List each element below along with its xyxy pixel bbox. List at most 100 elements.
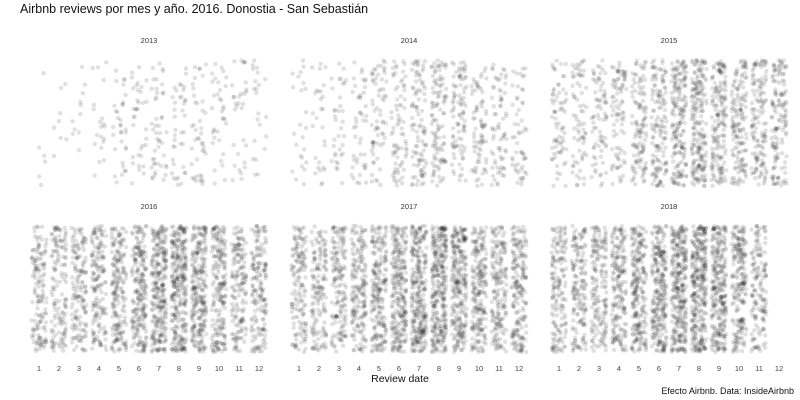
data-point <box>683 76 687 80</box>
data-point <box>178 142 182 146</box>
data-point <box>704 67 708 71</box>
data-point <box>490 96 494 100</box>
data-point <box>110 250 114 254</box>
data-point <box>210 231 214 235</box>
data-point <box>622 159 626 163</box>
data-point <box>121 83 125 87</box>
data-point <box>176 246 180 250</box>
data-point <box>413 92 417 96</box>
data-point <box>696 150 700 154</box>
data-point <box>377 89 381 93</box>
data-point <box>164 165 168 169</box>
data-point <box>159 164 163 168</box>
data-point <box>164 326 168 330</box>
data-point <box>444 160 448 164</box>
data-point <box>737 177 741 181</box>
data-point <box>740 167 744 171</box>
data-point <box>589 175 593 179</box>
data-point <box>144 267 148 271</box>
data-point <box>78 112 82 116</box>
data-point <box>639 79 643 83</box>
data-point <box>42 154 46 158</box>
data-point <box>219 159 223 163</box>
data-point <box>133 257 137 261</box>
data-point <box>720 133 724 137</box>
data-point <box>716 179 720 183</box>
data-point <box>135 98 139 102</box>
data-point <box>93 278 97 282</box>
data-point <box>201 252 205 256</box>
data-point <box>190 162 194 166</box>
data-point <box>557 83 561 87</box>
data-point <box>200 264 204 268</box>
data-point <box>170 319 174 323</box>
data-point <box>40 316 44 320</box>
data-point <box>132 319 136 323</box>
data-point <box>170 327 174 331</box>
data-point <box>237 168 241 172</box>
data-point <box>179 182 183 186</box>
data-point <box>332 144 336 148</box>
data-point <box>664 90 668 94</box>
data-point <box>644 60 648 64</box>
data-point <box>659 124 663 128</box>
data-point <box>572 95 576 99</box>
data-point <box>399 132 403 136</box>
data-point <box>694 92 698 96</box>
data-point <box>391 66 395 70</box>
data-point <box>571 154 575 158</box>
data-point <box>479 72 483 76</box>
data-point <box>743 149 747 153</box>
data-point <box>334 166 338 170</box>
data-point <box>516 170 520 174</box>
data-point <box>660 93 664 97</box>
data-point <box>663 100 667 104</box>
data-point <box>134 349 138 353</box>
data-point <box>416 164 420 168</box>
data-point <box>202 324 206 328</box>
data-point <box>178 82 182 86</box>
data-point <box>171 224 175 228</box>
data-point <box>56 306 60 310</box>
data-point <box>171 312 175 316</box>
data-point <box>411 127 415 131</box>
data-point <box>513 163 517 167</box>
data-point <box>34 323 38 327</box>
data-point <box>173 108 177 112</box>
data-point <box>61 318 65 322</box>
data-point <box>437 68 441 72</box>
data-point <box>370 78 374 82</box>
data-point <box>584 131 588 135</box>
data-point <box>230 83 234 87</box>
data-point <box>161 305 165 309</box>
data-point <box>690 95 694 99</box>
data-point <box>210 283 214 287</box>
data-point <box>581 141 585 145</box>
data-point <box>732 166 736 170</box>
data-point <box>623 73 627 77</box>
data-point <box>631 177 635 181</box>
data-point <box>231 178 235 182</box>
data-point <box>378 167 382 171</box>
data-point <box>113 147 117 151</box>
data-point <box>582 58 586 62</box>
data-point <box>54 279 58 283</box>
data-point <box>203 257 207 261</box>
data-point <box>420 158 424 162</box>
data-point <box>161 246 165 250</box>
data-point <box>353 84 357 88</box>
data-point <box>598 88 602 92</box>
data-point <box>579 109 583 113</box>
data-point <box>395 155 399 159</box>
data-point <box>221 152 225 156</box>
data-point <box>179 258 183 262</box>
data-point <box>232 226 236 230</box>
data-point <box>617 107 621 111</box>
data-point <box>371 72 375 76</box>
data-point <box>291 85 295 89</box>
data-point <box>751 118 755 122</box>
data-point <box>76 294 80 298</box>
data-point <box>521 130 525 134</box>
data-point <box>620 122 624 126</box>
data-point <box>490 183 494 187</box>
